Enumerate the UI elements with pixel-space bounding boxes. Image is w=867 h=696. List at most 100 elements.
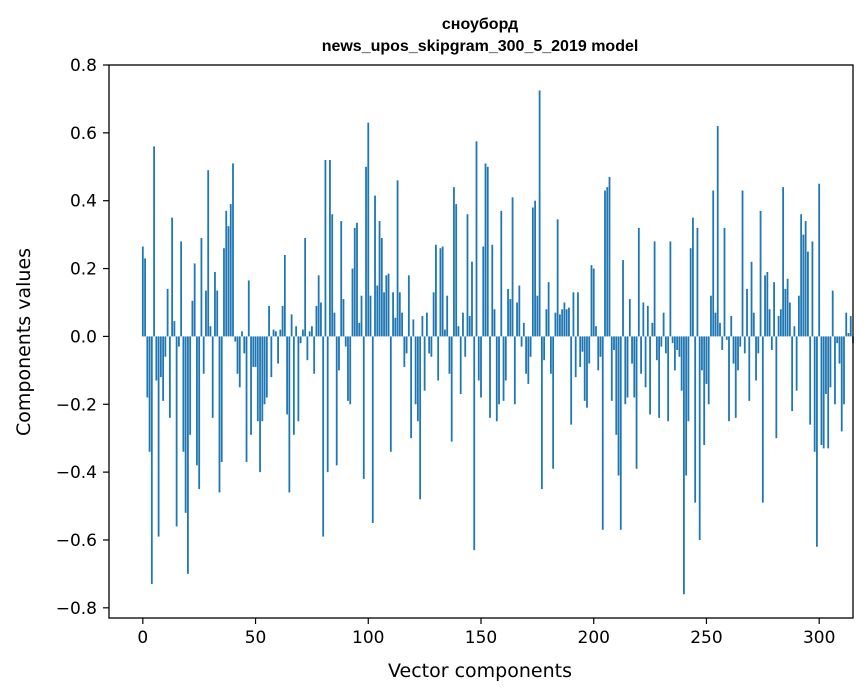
bar <box>502 336 505 401</box>
bar <box>261 336 264 422</box>
bar <box>207 170 210 337</box>
bar <box>225 210 228 337</box>
bar <box>705 336 708 384</box>
bar <box>272 329 275 337</box>
x-tick-label: 50 <box>245 628 267 648</box>
bar <box>227 226 230 337</box>
bar <box>516 302 518 337</box>
bar <box>362 336 365 479</box>
bar <box>559 314 561 337</box>
bar <box>595 326 597 337</box>
bar <box>198 336 201 490</box>
bar <box>329 159 331 337</box>
bar <box>811 241 814 337</box>
bar <box>484 163 487 337</box>
bar <box>626 336 629 398</box>
bar <box>162 336 165 401</box>
bar <box>191 300 194 337</box>
bar <box>631 336 633 364</box>
bar <box>466 214 469 337</box>
bar <box>793 326 796 337</box>
bar <box>732 336 735 364</box>
bar <box>590 265 593 337</box>
bar <box>283 254 286 337</box>
bar <box>750 261 753 337</box>
bar <box>640 336 642 374</box>
bar <box>633 336 636 398</box>
bar <box>403 336 406 367</box>
bar <box>286 336 289 415</box>
bar <box>707 336 710 405</box>
bar <box>347 336 349 401</box>
bar <box>565 309 568 337</box>
bar <box>358 322 361 337</box>
bar <box>428 336 431 354</box>
bar <box>554 312 557 337</box>
bar <box>556 219 559 337</box>
y-tick-label: 0.8 <box>70 56 97 76</box>
bar <box>847 333 850 337</box>
bar <box>804 221 807 337</box>
bar <box>797 295 800 337</box>
bar <box>574 336 577 378</box>
bar <box>768 309 771 337</box>
bar <box>407 275 410 337</box>
bar <box>622 260 624 337</box>
bar <box>522 322 525 337</box>
bar <box>822 336 825 449</box>
bar <box>450 336 453 442</box>
bar <box>477 336 480 381</box>
bar <box>184 336 187 513</box>
bar <box>268 305 270 337</box>
bar <box>500 210 503 337</box>
bar <box>313 336 316 374</box>
bar <box>583 336 586 401</box>
plot-frame <box>108 64 854 619</box>
bar <box>843 336 845 405</box>
bar <box>196 336 198 466</box>
bar <box>669 241 672 337</box>
bar <box>164 336 167 357</box>
bar <box>734 336 737 418</box>
bar <box>689 248 692 337</box>
bar <box>299 336 302 344</box>
bars-group <box>141 90 854 595</box>
bar <box>297 336 300 422</box>
bar <box>703 336 706 445</box>
bar <box>816 336 818 547</box>
bar <box>232 163 234 337</box>
bar <box>177 336 180 347</box>
bar <box>173 321 176 337</box>
bar <box>475 141 478 337</box>
chart-subtitle: news_upos_skipgram_300_5_2019 model <box>322 38 639 55</box>
bar <box>216 290 219 337</box>
bar <box>480 336 482 398</box>
bar <box>220 336 223 462</box>
bar <box>453 187 455 337</box>
bar <box>353 227 356 337</box>
bar <box>829 336 832 388</box>
y-tick-label: −0.6 <box>56 531 97 551</box>
bar <box>671 336 674 344</box>
y-tick-label: 0.2 <box>70 260 97 280</box>
bar <box>613 336 615 350</box>
bar <box>430 336 433 357</box>
bar <box>223 248 225 337</box>
bar <box>545 309 548 337</box>
bar <box>507 288 509 337</box>
bar <box>187 336 189 574</box>
bar <box>649 336 651 415</box>
bar <box>259 336 261 473</box>
bar <box>338 336 340 371</box>
bar <box>570 336 573 425</box>
bar <box>653 241 656 337</box>
bar <box>416 336 419 422</box>
bar <box>270 336 273 378</box>
bar <box>597 336 600 371</box>
bar <box>148 336 151 452</box>
bar <box>642 302 645 337</box>
bar <box>349 336 352 405</box>
x-axis-label: Vector components <box>388 660 572 682</box>
bar <box>698 336 701 540</box>
bar <box>766 271 769 337</box>
